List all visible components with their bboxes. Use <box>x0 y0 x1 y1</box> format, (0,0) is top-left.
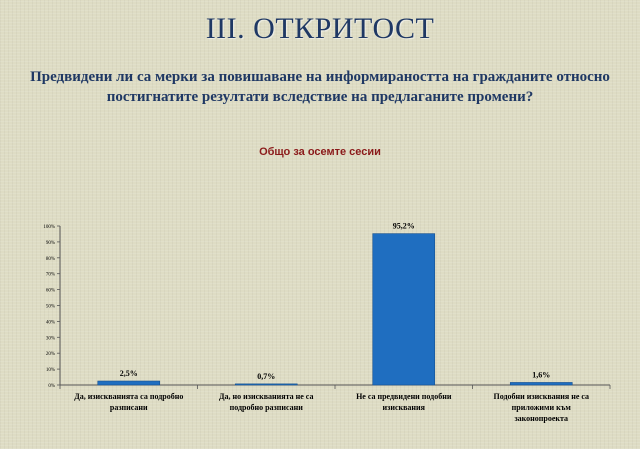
y-tick-label: 70% <box>46 273 55 278</box>
y-tick-label: 80% <box>46 257 55 262</box>
category-label: Да, но изискванията не са подробно разпис… <box>219 392 313 412</box>
data-label: 0,7% <box>257 372 275 381</box>
y-tick-label: 60% <box>46 289 55 294</box>
category-label-line: подробно разписани <box>230 403 304 412</box>
question-line-2: постигнатите резултати вследствие на пре… <box>106 89 534 105</box>
category-label: Да, изискванията са подробно разписани <box>74 392 183 412</box>
y-tick-label: 50% <box>46 305 55 310</box>
category-label-line: разписани <box>110 403 148 412</box>
category-label-line: Да, но изискванията не са <box>219 392 313 401</box>
category-label-line: законопроекта <box>514 414 568 423</box>
y-tick-label: 30% <box>46 336 55 341</box>
y-tick-label: 40% <box>46 320 55 325</box>
bar <box>509 382 573 386</box>
category-label-line: Не са предвидени подобни <box>356 392 452 401</box>
y-tick-label: 20% <box>46 352 55 357</box>
question-text: Предвидени ли са мерки за повишаване на … <box>4 67 636 107</box>
data-label: 95,2% <box>393 222 415 231</box>
y-tick-label: 0% <box>48 384 55 389</box>
bar <box>234 383 298 386</box>
slide-title: III. ОТКРИТОСТ <box>205 12 435 45</box>
category-label: Подобни изисквания не са приложими към зак… <box>493 392 589 423</box>
bar <box>97 380 161 386</box>
y-tick-label: 10% <box>46 368 55 373</box>
bar <box>372 233 436 386</box>
data-label: 1,6% <box>532 370 550 379</box>
category-label-line: изисквания <box>383 403 426 412</box>
y-tick-label: 100% <box>43 225 55 230</box>
category-label: Не са предвидени подобни изисквания <box>356 392 452 412</box>
chart-title: Общо за осемте сесии <box>259 146 381 158</box>
category-label-line: приложими към <box>512 403 572 412</box>
category-label-line: Да, изискванията са подробно <box>74 392 183 401</box>
question-line-1: Предвидени ли са мерки за повишаване на … <box>30 69 610 85</box>
data-label: 2,5% <box>120 369 138 378</box>
y-tick-label: 90% <box>46 241 55 246</box>
category-label-line: Подобни изисквания не са <box>493 392 589 401</box>
